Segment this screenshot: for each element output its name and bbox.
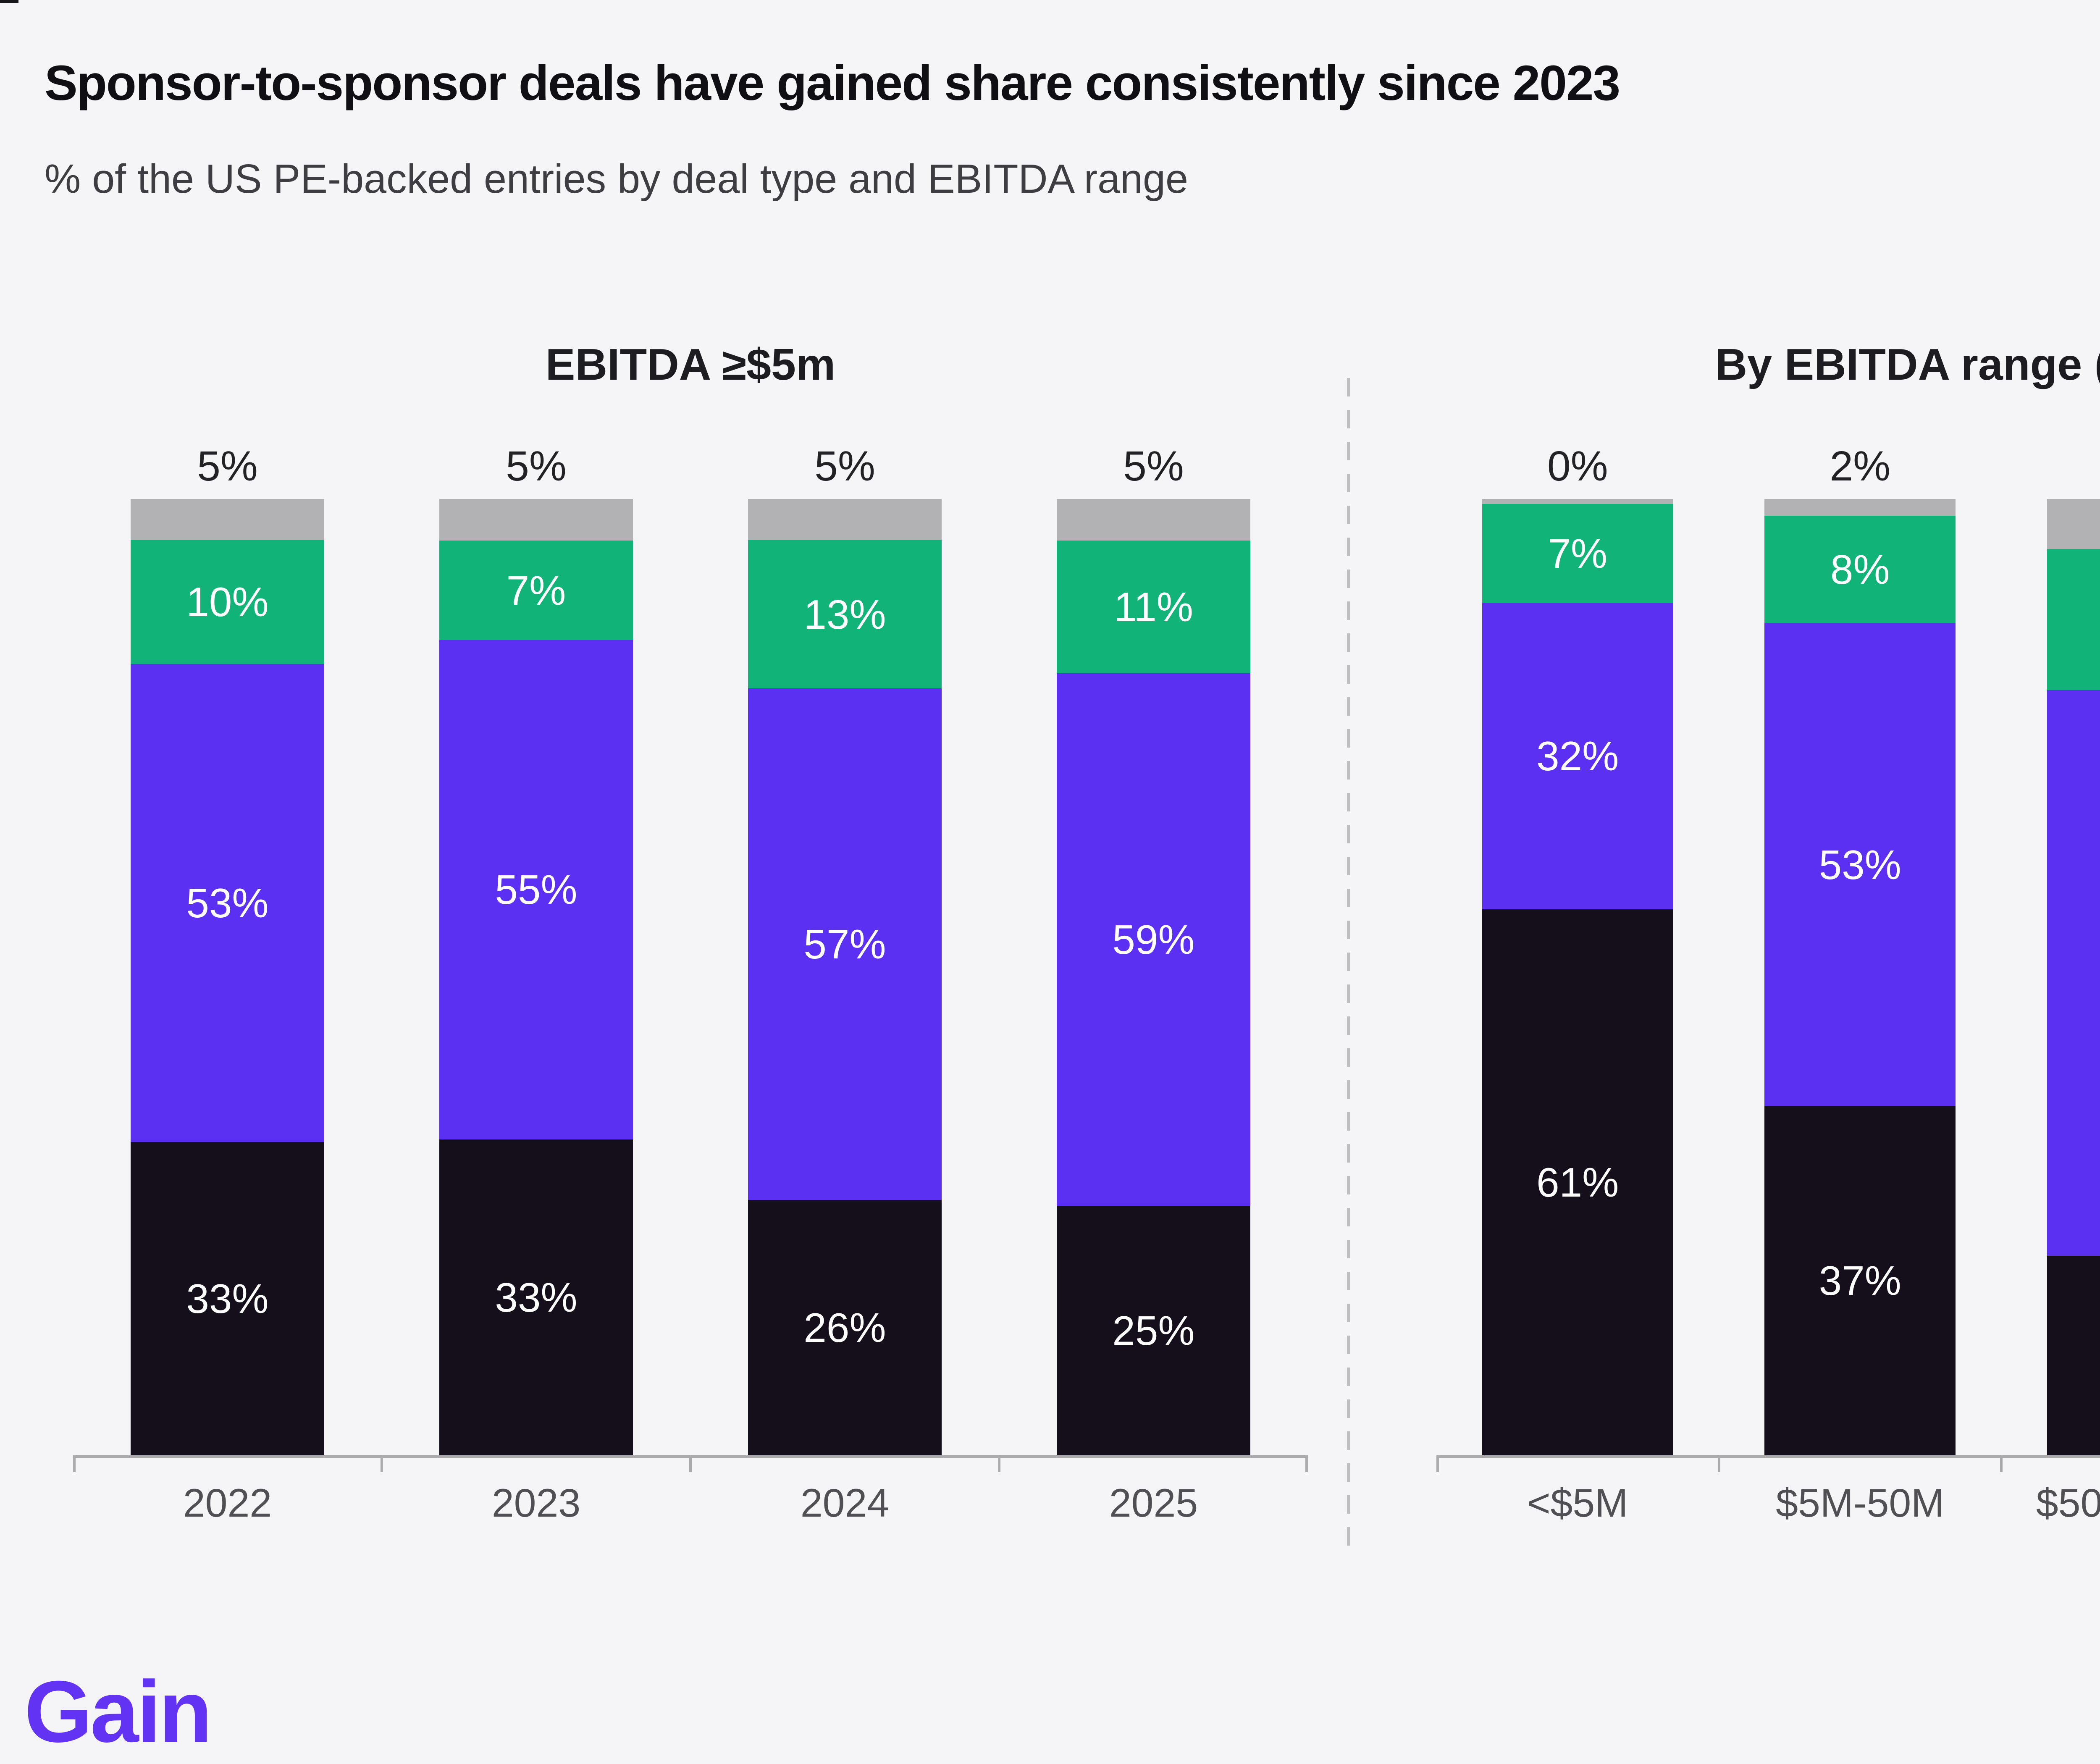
bar-column: 5% 11% 59% 25% xyxy=(999,437,1308,1455)
bar-segment: 7% xyxy=(1482,504,1673,603)
segment-label-above: 2% xyxy=(1830,443,1891,490)
segment-label: 33% xyxy=(495,1274,578,1320)
segment-label-above: 0% xyxy=(1547,443,1608,490)
stacked-bar: 13% 57% 26% xyxy=(748,499,942,1455)
bar-segment xyxy=(1482,499,1673,504)
bar-segment: 19% xyxy=(2047,1256,2100,1455)
axis-tick xyxy=(1305,1455,1308,1472)
stacked-bar: 11% 59% 25% xyxy=(1057,499,1250,1455)
bar-column: 5% 13% 57% 26% xyxy=(690,437,999,1455)
bar-segment: 7% xyxy=(439,541,633,640)
bar-column: 0% 7% 32% 61% xyxy=(1436,437,1719,1456)
bar-segment: 53% xyxy=(131,664,324,1142)
x-tick-label: 2022 xyxy=(183,1481,272,1525)
bar-segment: 33% xyxy=(131,1142,324,1455)
panel-divider xyxy=(1347,378,1350,1554)
bar-segment xyxy=(748,499,942,541)
segment-label: 32% xyxy=(1536,733,1619,780)
axis-tick xyxy=(73,1455,76,1472)
segment-label: 11% xyxy=(1114,584,1193,630)
segment-label: 8% xyxy=(1830,546,1890,593)
page-subtitle: % of the US PE-backed entries by deal ty… xyxy=(45,156,1188,202)
bar-segment xyxy=(131,499,324,541)
bar-segment: 37% xyxy=(1764,1106,1956,1455)
chart-by-ebitda-range: By EBITDA range (2020-26) 0% 7% 32% 61% 2% 8%… xyxy=(1436,340,2100,1525)
segment-label: 53% xyxy=(1819,841,1901,888)
bar-segment: 26% xyxy=(748,1200,942,1455)
chart-ebitda-over-5m: EBITDA ≥$5m 5% 10% 53% 33% 5% 7% 55% 33% 5% 13% 57… xyxy=(73,340,1308,1525)
bar-segment: 63% xyxy=(2047,690,2100,1256)
bar-column: 2% 8% 53% 37% xyxy=(1719,437,2002,1455)
bars-area: 5% 10% 53% 33% 5% 7% 55% 33% 5% 13% 57% 26% 5% 11% 59%… xyxy=(73,437,1308,1456)
bar-segment: 25% xyxy=(1057,1206,1250,1455)
bar-segment: 33% xyxy=(439,1139,633,1456)
x-axis-labels: <$5M$5M-50M$50M-200M>$200M+ xyxy=(1436,1481,2100,1525)
bars-area: 0%7%32%61%2%8%53%37%6%12%63%19%18%14%56%… xyxy=(1436,437,2100,1456)
segment-label: 7% xyxy=(1548,530,1608,577)
segment-label: 37% xyxy=(1819,1257,1901,1304)
segment-label-above: 5% xyxy=(197,443,258,490)
page-title: Sponsor-to-sponsor deals have gained sha… xyxy=(45,55,1620,111)
axis-tick xyxy=(689,1455,692,1472)
axis-tick xyxy=(1436,1455,1439,1472)
segment-label: 61% xyxy=(1536,1159,1619,1205)
bar-segment xyxy=(439,499,633,541)
x-tick-label: <$5M xyxy=(1527,1481,1628,1525)
segment-label: 57% xyxy=(803,921,886,967)
segment-label: 26% xyxy=(803,1304,886,1351)
bar-segment xyxy=(1057,499,1250,541)
x-tick-label: $5M-50M xyxy=(1776,1481,1945,1525)
bar-segment: 59% xyxy=(1057,673,1250,1206)
segment-label-above: 5% xyxy=(1123,443,1184,490)
bar-segment xyxy=(2047,499,2100,549)
x-tick-label: $50M-200M xyxy=(2036,1481,2100,1525)
gain-logo: Gain xyxy=(24,1663,212,1761)
bar-column: 6%12%63%19% xyxy=(2001,437,2100,1455)
segment-label: 53% xyxy=(186,879,269,926)
bar-segment: 10% xyxy=(131,540,324,664)
segment-label-above: 5% xyxy=(814,443,875,490)
top-edge-artifact xyxy=(0,0,18,3)
stacked-bar: 7% 32% 61% xyxy=(1482,499,1673,1456)
segment-label: 33% xyxy=(186,1276,269,1322)
stacked-bar: 10% 53% 33% xyxy=(131,499,324,1455)
bar-segment: 61% xyxy=(1482,909,1673,1456)
axis-tick xyxy=(998,1455,1000,1472)
segment-label: 13% xyxy=(803,591,886,638)
bar-segment: 8% xyxy=(1764,515,1956,624)
x-tick-label: 2023 xyxy=(491,1481,581,1525)
bar-segment: 57% xyxy=(748,688,942,1200)
axis-tick xyxy=(2000,1455,2003,1472)
segment-label: 7% xyxy=(506,567,566,614)
stacked-bar: 7% 55% 33% xyxy=(439,499,633,1456)
x-axis-labels: 2022 2023 2024 2025 xyxy=(73,1481,1308,1525)
x-axis xyxy=(73,1455,1308,1472)
stacked-bar: 12%63%19% xyxy=(2047,499,2100,1455)
bar-segment: 55% xyxy=(439,640,633,1139)
chart-title: By EBITDA range (2020-26) xyxy=(1715,340,2100,389)
bar-segment: 12% xyxy=(2047,549,2100,690)
bar-segment: 53% xyxy=(1764,623,1956,1106)
bar-segment: 11% xyxy=(1057,541,1250,674)
segment-label: 59% xyxy=(1112,916,1195,963)
bar-column: 5% 10% 53% 33% xyxy=(73,437,382,1455)
stacked-bar: 8% 53% 37% xyxy=(1764,499,1956,1455)
x-tick-label: 2025 xyxy=(1109,1481,1198,1525)
bar-segment: 13% xyxy=(748,540,942,689)
x-tick-label: 2024 xyxy=(800,1481,890,1525)
axis-tick xyxy=(1717,1455,1720,1472)
chart-title: EBITDA ≥$5m xyxy=(545,340,836,389)
segment-label: 25% xyxy=(1112,1307,1195,1354)
bar-column: 5% 7% 55% 33% xyxy=(382,437,690,1456)
segment-label: 55% xyxy=(495,866,578,913)
axis-tick xyxy=(381,1455,383,1472)
x-axis xyxy=(1436,1455,2100,1472)
segment-label-above: 5% xyxy=(506,443,567,490)
segment-label: 10% xyxy=(186,579,269,625)
bar-segment xyxy=(1764,499,1956,516)
bar-segment: 32% xyxy=(1482,603,1673,909)
